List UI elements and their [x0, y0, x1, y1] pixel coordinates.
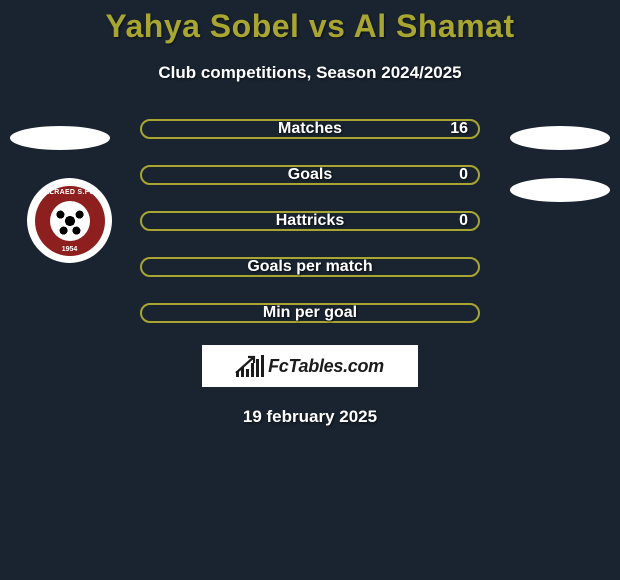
- stat-value-right: 0: [459, 166, 468, 184]
- stat-row-hattricks: Hattricks 0: [140, 211, 480, 231]
- subtitle: Club competitions, Season 2024/2025: [0, 63, 620, 83]
- stat-value-right: 16: [450, 120, 468, 138]
- fctables-logo[interactable]: FcTables.com: [202, 345, 418, 387]
- placeholder-oval-right-top: [510, 126, 610, 150]
- stat-label: Hattricks: [276, 212, 344, 230]
- stat-row-goals: Goals 0: [140, 165, 480, 185]
- stat-label: Matches: [278, 120, 342, 138]
- stat-label: Min per goal: [263, 304, 357, 322]
- club-badge-inner: ALRAED S.FC 1954: [35, 186, 105, 256]
- stat-value-right: 0: [459, 212, 468, 230]
- club-badge-year: 1954: [35, 246, 105, 253]
- club-badge-name: ALRAED S.FC: [35, 189, 105, 196]
- fctables-logo-text: FcTables.com: [268, 356, 384, 377]
- football-icon: [50, 201, 90, 241]
- bar-chart-icon: [236, 355, 264, 377]
- stat-label: Goals: [288, 166, 332, 184]
- club-badge: ALRAED S.FC 1954: [27, 178, 112, 263]
- placeholder-oval-left-top: [10, 126, 110, 150]
- stat-label: Goals per match: [247, 258, 372, 276]
- stat-row-goals-per-match: Goals per match: [140, 257, 480, 277]
- placeholder-oval-right-bottom: [510, 178, 610, 202]
- stat-row-matches: Matches 16: [140, 119, 480, 139]
- date-text: 19 february 2025: [0, 407, 620, 427]
- page-title: Yahya Sobel vs Al Shamat: [0, 0, 620, 45]
- stat-row-min-per-goal: Min per goal: [140, 303, 480, 323]
